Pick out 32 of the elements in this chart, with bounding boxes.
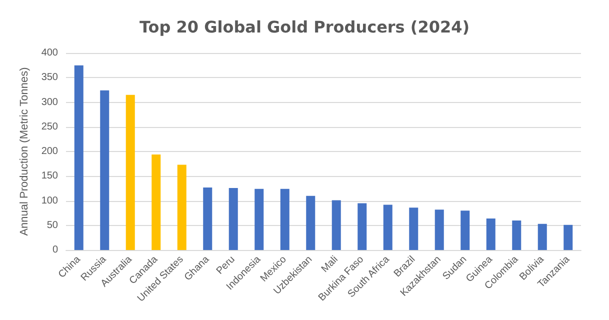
y-tick-label: 400 (41, 48, 58, 58)
y-axis-title: Annual Production (Metric Tonnes) (18, 67, 30, 236)
bar (280, 188, 290, 250)
bar (152, 154, 161, 250)
bar (254, 188, 264, 250)
y-tick-label: 0 (52, 244, 58, 256)
bar (434, 210, 444, 250)
y-tick-label: 300 (41, 96, 58, 108)
bar (203, 187, 212, 250)
bar (460, 210, 470, 250)
x-tick-label: Mali (320, 254, 340, 275)
bar (74, 65, 84, 250)
bar (512, 220, 522, 250)
bar (306, 196, 316, 250)
bar (383, 204, 392, 250)
bar (358, 203, 367, 250)
y-tick-label: 150 (41, 170, 58, 182)
bar (100, 90, 110, 250)
bar (332, 200, 341, 250)
bar (486, 218, 496, 250)
bar (228, 188, 238, 250)
y-tick-label: 250 (41, 121, 58, 132)
chart-title: Top 20 Global Gold Producers (2024) (139, 18, 470, 36)
y-tick-label: 100 (41, 195, 58, 206)
bar (126, 94, 135, 250)
y-tick-label: 200 (41, 146, 58, 157)
y-tick-label: 350 (41, 72, 58, 84)
y-tick-label: 50 (46, 220, 58, 231)
bar (409, 208, 418, 250)
bar (177, 164, 186, 250)
bar (538, 224, 547, 250)
bar (564, 224, 573, 250)
